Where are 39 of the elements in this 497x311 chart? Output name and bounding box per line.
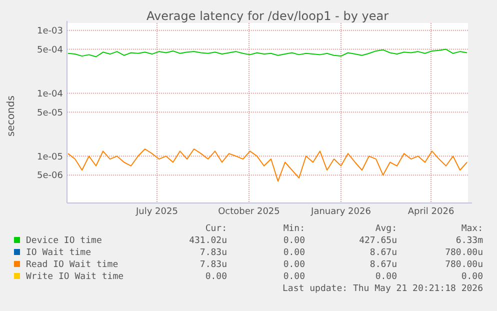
text: 0.00 bbox=[375, 272, 397, 282]
text: 0.00 bbox=[283, 260, 305, 270]
legend-label: Read IO Wait time bbox=[26, 260, 118, 270]
y-tick-label: 1e-04 bbox=[37, 89, 64, 100]
legend-label: Device IO time bbox=[26, 236, 102, 246]
text: 7.83u bbox=[200, 260, 227, 270]
y-tick-label: 1e-03 bbox=[37, 26, 63, 36]
text: 0.00 bbox=[283, 248, 305, 258]
x-tick-label: April 2026 bbox=[408, 207, 454, 217]
text: Avg: bbox=[375, 224, 397, 234]
text: Last update: Thu May 21 20:21:18 2026 bbox=[282, 284, 483, 294]
legend-label: IO Wait time bbox=[26, 248, 92, 258]
text: 0.00 bbox=[205, 272, 227, 282]
x-tick-label: July 2025 bbox=[135, 207, 178, 217]
text: 431.02u bbox=[189, 236, 227, 246]
text: Max: bbox=[461, 224, 483, 234]
y-tick-label: 5e-06 bbox=[37, 171, 64, 182]
text: 780.00u bbox=[445, 248, 483, 258]
text: 7.83u bbox=[200, 248, 227, 258]
text: Min: bbox=[283, 224, 305, 234]
y-axis-title: seconds bbox=[6, 96, 17, 136]
y-tick-label: 5e-04 bbox=[37, 45, 64, 56]
y-tick-label: 1e-05 bbox=[37, 152, 63, 162]
text: 427.65u bbox=[359, 236, 397, 246]
chart-title: Average latency for /dev/loop1 - by year bbox=[146, 9, 389, 23]
line-series bbox=[68, 148, 468, 182]
text: Cur: bbox=[205, 224, 227, 234]
text: 0.00 bbox=[461, 272, 483, 282]
text: 780.00u bbox=[445, 260, 483, 270]
text: 0.00 bbox=[283, 272, 305, 282]
text: 0.00 bbox=[283, 236, 305, 246]
y-tick-label: 5e-05 bbox=[37, 108, 63, 118]
text: 8.67u bbox=[370, 248, 397, 258]
text: 6.33m bbox=[456, 236, 483, 246]
line-series bbox=[68, 48, 468, 58]
x-tick-label: October 2025 bbox=[218, 207, 280, 217]
legend-label: Write IO Wait time bbox=[26, 272, 124, 282]
x-tick-label: January 2026 bbox=[310, 207, 372, 217]
text: 8.67u bbox=[370, 260, 397, 270]
